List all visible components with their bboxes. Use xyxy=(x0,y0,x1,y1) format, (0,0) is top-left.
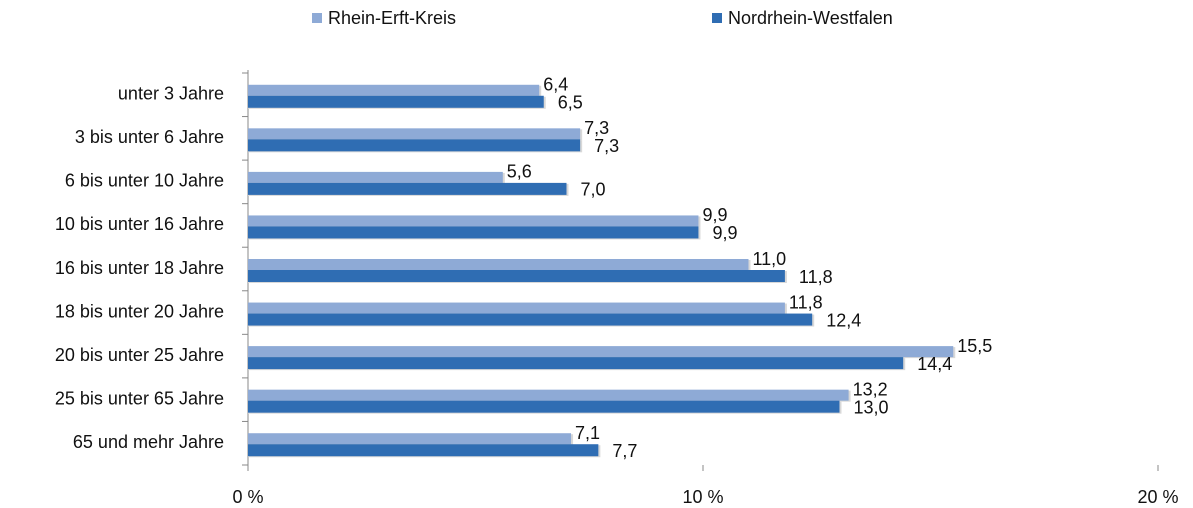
value-label: 14,4 xyxy=(917,354,952,374)
x-tick-label: 10 % xyxy=(682,487,723,507)
bar xyxy=(248,302,785,314)
bar xyxy=(248,259,749,270)
bar xyxy=(248,95,544,108)
bar xyxy=(248,389,849,401)
y-tick-label: 6 bis unter 10 Jahre xyxy=(65,171,224,191)
value-label: 7,3 xyxy=(584,118,609,138)
legend-swatch xyxy=(312,13,322,23)
y-tick-label: unter 3 Jahre xyxy=(118,84,224,104)
y-tick-label: 3 bis unter 6 Jahre xyxy=(75,127,224,147)
value-label: 7,3 xyxy=(594,136,619,156)
value-label: 6,4 xyxy=(543,75,568,95)
value-label: 13,2 xyxy=(853,379,888,399)
y-tick-label: 18 bis unter 20 Jahre xyxy=(55,301,224,321)
value-label: 7,1 xyxy=(575,423,600,443)
y-tick-label: 10 bis unter 16 Jahre xyxy=(55,214,224,234)
bar xyxy=(248,128,581,140)
bar xyxy=(248,171,503,183)
bar xyxy=(248,226,699,239)
bar xyxy=(248,346,954,358)
bar xyxy=(248,357,904,370)
value-label: 9,9 xyxy=(702,205,727,225)
value-label: 7,0 xyxy=(581,180,606,200)
value-label: 15,5 xyxy=(957,336,992,356)
bar xyxy=(248,313,813,326)
bar xyxy=(248,444,599,457)
value-label: 9,9 xyxy=(712,223,737,243)
y-tick-label: 20 bis unter 25 Jahre xyxy=(55,345,224,365)
bar xyxy=(248,139,581,152)
bar xyxy=(248,182,567,195)
value-label: 11,0 xyxy=(753,249,787,269)
x-tick-label: 20 % xyxy=(1137,487,1178,507)
bar xyxy=(248,215,699,227)
value-label: 11,8 xyxy=(799,267,833,287)
value-label: 11,8 xyxy=(789,292,823,312)
x-tick-label: 0 % xyxy=(232,487,263,507)
bar xyxy=(248,433,572,445)
bar xyxy=(248,84,540,96)
value-label: 13,0 xyxy=(854,397,889,417)
value-label: 5,6 xyxy=(507,162,532,182)
y-tick-label: 16 bis unter 18 Jahre xyxy=(55,258,224,278)
bar xyxy=(248,270,785,282)
legend-label: Nordrhein-Westfalen xyxy=(728,8,893,28)
value-label: 7,7 xyxy=(612,441,637,461)
y-tick-label: 65 und mehr Jahre xyxy=(73,432,224,452)
value-label: 6,5 xyxy=(558,93,583,113)
legend-swatch xyxy=(712,13,722,23)
value-label: 12,4 xyxy=(826,310,861,330)
y-tick-label: 25 bis unter 65 Jahre xyxy=(55,388,224,408)
legend-label: Rhein-Erft-Kreis xyxy=(328,8,456,28)
bar xyxy=(248,400,840,413)
